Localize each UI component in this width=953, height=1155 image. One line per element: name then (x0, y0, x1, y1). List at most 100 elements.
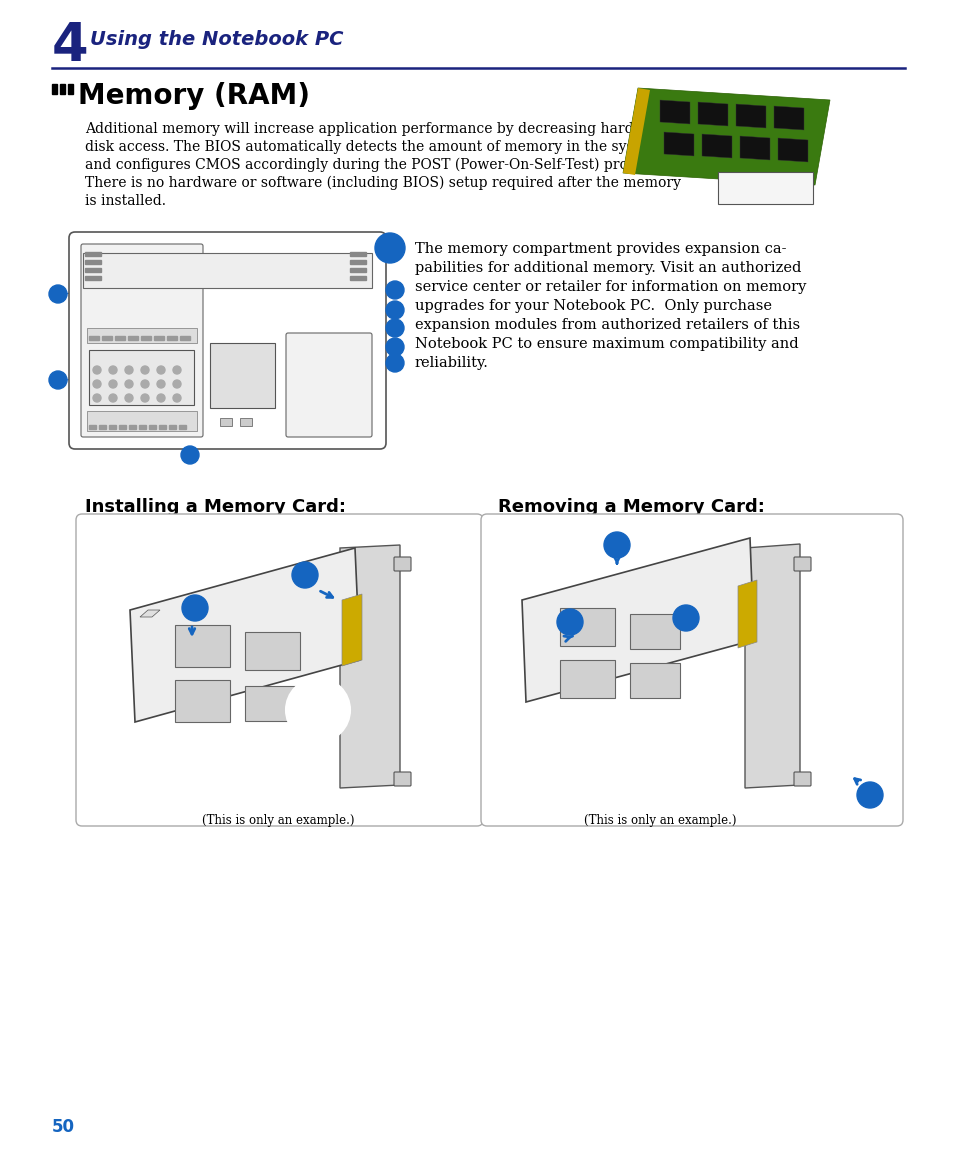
Circle shape (109, 394, 117, 402)
Bar (350, 276, 366, 280)
Text: 5: 5 (392, 358, 398, 368)
Circle shape (603, 532, 629, 558)
Bar (87, 328, 196, 343)
Circle shape (172, 380, 181, 388)
Bar (350, 252, 366, 256)
Bar (174, 680, 230, 722)
Circle shape (49, 371, 67, 389)
Circle shape (157, 380, 165, 388)
Text: Additional memory will increase application performance by decreasing hard: Additional memory will increase applicat… (85, 122, 633, 136)
Text: reliability.: reliability. (415, 356, 488, 370)
Bar (629, 663, 679, 698)
Polygon shape (773, 106, 803, 131)
Polygon shape (140, 610, 160, 617)
Bar (85, 252, 101, 256)
Bar (153, 336, 164, 340)
Polygon shape (701, 134, 731, 158)
Polygon shape (744, 544, 800, 788)
Bar (109, 425, 116, 429)
Circle shape (182, 595, 208, 621)
Bar (559, 608, 615, 646)
Bar (167, 336, 177, 340)
FancyBboxPatch shape (793, 772, 810, 787)
Circle shape (386, 301, 403, 319)
Bar (169, 425, 175, 429)
FancyBboxPatch shape (793, 557, 810, 571)
Polygon shape (663, 132, 693, 156)
Text: (This is only an example.): (This is only an example.) (201, 814, 354, 827)
Circle shape (856, 782, 882, 808)
Circle shape (125, 380, 132, 388)
Text: 1: 1 (392, 285, 398, 295)
Bar (629, 614, 679, 649)
FancyBboxPatch shape (286, 333, 372, 437)
Bar (99, 425, 106, 429)
FancyBboxPatch shape (81, 244, 203, 437)
Bar (559, 660, 615, 698)
Text: Using the Notebook PC: Using the Notebook PC (90, 30, 343, 49)
Bar (85, 260, 101, 264)
Text: 6: 6 (187, 450, 193, 460)
FancyBboxPatch shape (394, 772, 411, 787)
Bar (60, 84, 65, 94)
Polygon shape (622, 88, 829, 185)
Circle shape (672, 605, 699, 631)
Text: 3: 3 (680, 611, 691, 626)
FancyBboxPatch shape (480, 514, 902, 826)
Bar (52, 84, 57, 94)
FancyBboxPatch shape (718, 172, 812, 204)
Bar (240, 418, 252, 426)
Circle shape (172, 394, 181, 402)
Bar (141, 336, 151, 340)
FancyBboxPatch shape (76, 514, 482, 826)
Text: This is only
an example.: This is only an example. (722, 176, 785, 194)
Text: (This is only an example.): (This is only an example.) (583, 814, 736, 827)
Bar (350, 260, 366, 264)
Bar (174, 625, 230, 666)
Text: 8: 8 (54, 289, 61, 299)
Bar (210, 343, 274, 408)
Bar (85, 276, 101, 280)
Circle shape (92, 394, 101, 402)
Circle shape (49, 285, 67, 303)
Bar (245, 632, 299, 670)
Text: 1: 1 (299, 568, 310, 583)
Polygon shape (698, 102, 727, 126)
Bar (180, 336, 190, 340)
Bar (220, 418, 232, 426)
Circle shape (109, 380, 117, 388)
Text: 1: 1 (383, 240, 395, 258)
Circle shape (141, 380, 149, 388)
Circle shape (141, 366, 149, 374)
Bar (68, 84, 73, 94)
Circle shape (557, 609, 582, 635)
Text: 1: 1 (863, 788, 874, 803)
Circle shape (292, 562, 317, 588)
Text: is installed.: is installed. (85, 194, 166, 208)
Text: There is no hardware or software (including BIOS) setup required after the memor: There is no hardware or software (includ… (85, 176, 680, 191)
Text: 30°: 30° (296, 698, 338, 718)
Polygon shape (735, 104, 765, 128)
Circle shape (125, 394, 132, 402)
Text: Removing a Memory Card:: Removing a Memory Card: (497, 498, 764, 516)
Text: 50: 50 (52, 1118, 75, 1137)
Polygon shape (778, 137, 807, 162)
Circle shape (386, 353, 403, 372)
Text: disk access. The BIOS automatically detects the amount of memory in the system: disk access. The BIOS automatically dete… (85, 140, 659, 154)
Text: pabilities for additional memory. Visit an authorized: pabilities for additional memory. Visit … (415, 261, 801, 275)
Circle shape (172, 366, 181, 374)
Circle shape (386, 319, 403, 337)
Text: The memory compartment provides expansion ca-: The memory compartment provides expansio… (415, 243, 785, 256)
Circle shape (181, 446, 199, 464)
Bar (245, 686, 299, 721)
Circle shape (157, 394, 165, 402)
Bar (159, 425, 166, 429)
Text: 4: 4 (52, 20, 89, 72)
Circle shape (141, 394, 149, 402)
Text: 1: 1 (611, 538, 621, 553)
Bar (115, 336, 125, 340)
Circle shape (125, 366, 132, 374)
Polygon shape (659, 100, 689, 124)
Circle shape (92, 366, 101, 374)
Bar (89, 350, 193, 405)
